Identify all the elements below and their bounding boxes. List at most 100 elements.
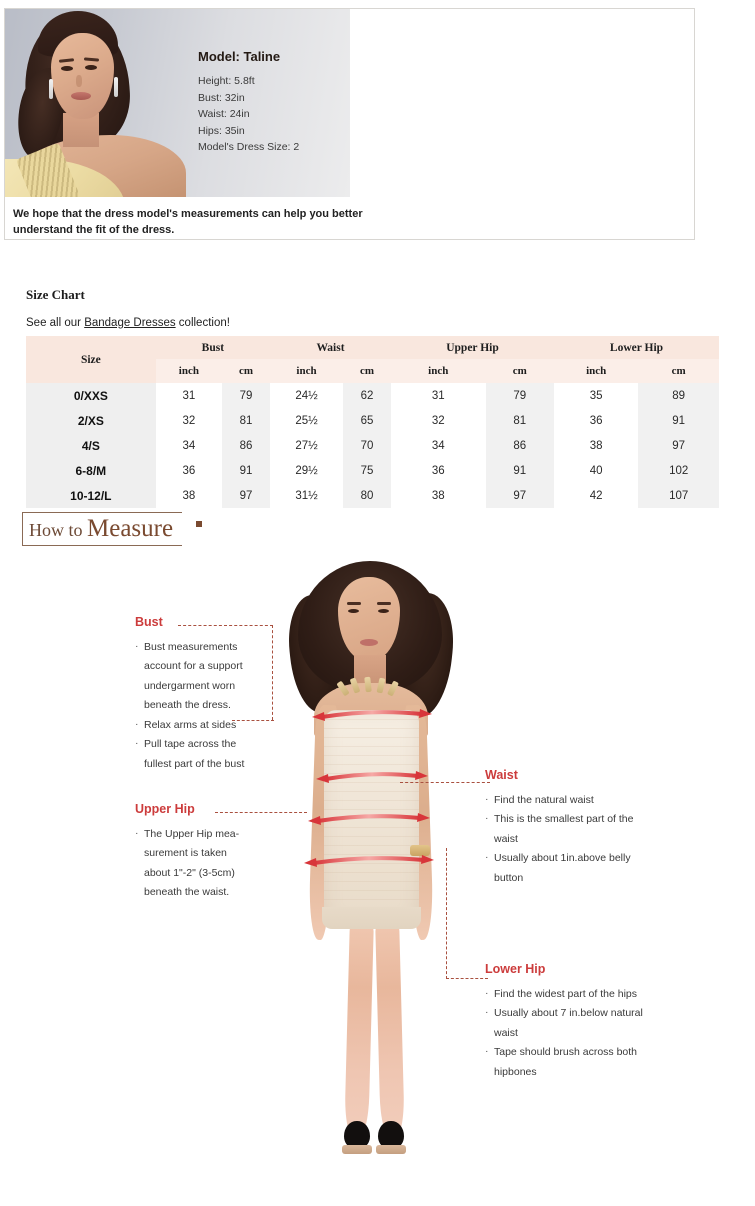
size-chart-heading: Size Chart — [26, 287, 85, 302]
row-size-label: 6-8/M — [26, 458, 156, 483]
lower-hip-connector-vertical — [446, 848, 447, 979]
table-cell: 70 — [342, 433, 391, 458]
size-chart-body: 0/XXS 31 79 24½ 62 31 79 35 89 2/XS 32 81 25½ 65 32 81 3… — [26, 383, 719, 508]
table-cell: 27½ — [270, 433, 343, 458]
table-cell: 79 — [485, 383, 554, 408]
group-header-bust: Bust — [155, 336, 271, 359]
callout-line: undergarment worn — [144, 679, 236, 692]
table-cell: 34 — [155, 433, 223, 458]
callout-line: beneath the waist. — [144, 886, 230, 899]
table-cell: 62 — [342, 383, 391, 408]
table-row: 2/XS 32 81 25½ 65 32 81 36 91 — [26, 408, 719, 433]
unit-header-bust-cm: cm — [222, 359, 271, 383]
callout-line: hipbones — [494, 1065, 537, 1078]
callout-line: Usually about 7 in.below natural — [485, 1003, 695, 1023]
callout-line: This is the smallest part of the — [485, 809, 685, 829]
callout-upper-hip-title: Upper Hip — [135, 802, 195, 816]
unit-header-row: inch cm inch cm inch cm inch cm — [26, 359, 719, 383]
figure-lips — [360, 639, 378, 646]
callout-line: Pull tape across the — [135, 734, 285, 754]
table-cell: 91 — [222, 458, 271, 483]
group-header-waist: Waist — [270, 336, 391, 359]
table-cell: 36 — [155, 458, 223, 483]
table-cell: 40 — [554, 458, 639, 483]
table-cell: 102 — [638, 458, 719, 483]
unit-header-waist-cm: cm — [342, 359, 391, 383]
bust-connector-vertical — [272, 625, 273, 720]
model-info-panel: Model: Taline Height: 5.8ft Bust: 32in W… — [4, 8, 695, 240]
callout-waist: Waist Find the natural waistThis is the … — [485, 768, 685, 888]
table-cell: 36 — [554, 408, 639, 433]
table-cell: 97 — [638, 433, 719, 458]
unit-header-lower-hip-inch: inch — [554, 359, 639, 383]
table-cell: 31½ — [270, 483, 343, 508]
model-height: Height: 5.8ft — [198, 75, 255, 87]
callout-line: about 1"-2" (3-5cm) — [144, 866, 235, 879]
table-cell: 65 — [342, 408, 391, 433]
group-header-row: Size Bust Waist Upper Hip Lower Hip — [26, 336, 719, 383]
callout-line: Find the natural waist — [485, 790, 685, 810]
measurement-figure — [250, 555, 490, 1175]
callout-line: Tape should brush across both — [485, 1042, 695, 1062]
figure-dress-hem — [322, 907, 421, 929]
unit-header-waist-inch: inch — [270, 359, 343, 383]
callout-line: Bust measurements — [135, 637, 285, 657]
table-cell: 107 — [638, 483, 719, 508]
table-cell: 97 — [222, 483, 271, 508]
table-cell: 91 — [485, 458, 554, 483]
model-lips — [71, 92, 91, 100]
unit-header-upper-hip-cm: cm — [485, 359, 554, 383]
model-waist: Waist: 24in — [198, 108, 250, 120]
waist-connector — [400, 782, 490, 783]
table-cell: 42 — [554, 483, 639, 508]
figure-necklace — [336, 676, 404, 697]
bandage-dresses-link[interactable]: Bandage Dresses — [84, 317, 176, 329]
table-cell: 75 — [342, 458, 391, 483]
table-row: 4/S 34 86 27½ 70 34 86 38 97 — [26, 433, 719, 458]
callout-line: Find the widest part of the hips — [485, 984, 695, 1004]
callout-line: button — [494, 871, 524, 884]
row-size-label: 0/XXS — [26, 383, 156, 408]
table-cell: 24½ — [270, 383, 343, 408]
table-cell: 81 — [485, 408, 554, 433]
callout-waist-title: Waist — [485, 768, 518, 782]
row-size-label: 2/XS — [26, 408, 156, 433]
table-cell: 25½ — [270, 408, 343, 433]
how-to-measure-title: How to Measure — [22, 512, 183, 546]
callout-upper-hip: Upper Hip The Upper Hip mea-surement is … — [135, 802, 295, 903]
callout-bust: Bust Bust measurements account for a supp… — [135, 615, 285, 774]
table-cell: 35 — [554, 383, 639, 408]
callout-line: Usually about 1in.above belly — [485, 848, 685, 868]
table-row: 6-8/M 36 91 29½ 75 36 91 40 102 — [26, 458, 719, 483]
callout-line: The Upper Hip mea- — [135, 824, 295, 844]
table-cell: 29½ — [270, 458, 343, 483]
table-cell: 34 — [390, 433, 486, 458]
callout-lower-hip-title: Lower Hip — [485, 962, 546, 976]
callout-line: waist — [494, 1026, 518, 1039]
model-hips: Hips: 35in — [198, 124, 245, 137]
table-cell: 32 — [155, 408, 223, 433]
size-chart-subtitle: See all our Bandage Dresses collection! — [26, 317, 230, 329]
table-cell: 86 — [485, 433, 554, 458]
model-dress-size: Model's Dress Size: 2 — [198, 141, 300, 153]
callout-upper-hip-list: The Upper Hip mea-surement is taken about… — [135, 824, 295, 903]
group-header-upper-hip: Upper Hip — [390, 336, 554, 359]
group-header-lower-hip: Lower Hip — [554, 336, 719, 359]
table-cell: 32 — [390, 408, 486, 433]
lower-hip-connector-bottom — [446, 978, 488, 979]
size-column-header: Size — [26, 336, 156, 383]
figure-leg-right — [375, 922, 405, 1139]
callout-lower-hip-list: Find the widest part of the hipsUsually … — [485, 984, 695, 1082]
unit-header-bust-inch: inch — [155, 359, 223, 383]
table-cell: 38 — [155, 483, 223, 508]
size-chart-table: Size Bust Waist Upper Hip Lower Hip inch… — [26, 336, 719, 508]
bust-connector-top — [178, 625, 273, 626]
callout-line: Relax arms at sides — [135, 715, 285, 735]
table-cell: 89 — [638, 383, 719, 408]
how-to-measure-title-part1: How to — [29, 520, 87, 540]
how-to-measure-title-part2: Measure — [87, 515, 174, 542]
table-cell: 31 — [155, 383, 223, 408]
model-nose — [76, 75, 82, 87]
callout-line: beneath the dress. — [144, 699, 231, 712]
table-cell: 31 — [390, 383, 486, 408]
